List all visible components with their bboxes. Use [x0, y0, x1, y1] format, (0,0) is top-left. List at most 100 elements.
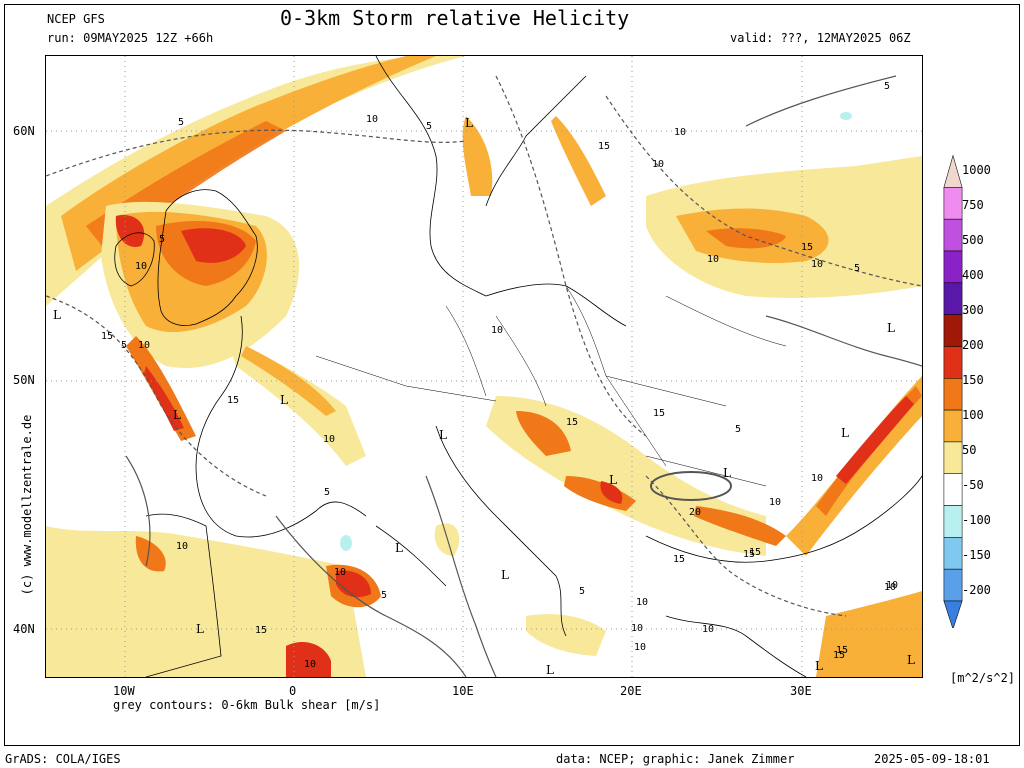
colorbar-segment: [943, 537, 963, 570]
low-marker: L: [815, 659, 823, 673]
contour-label: 10: [176, 541, 189, 552]
contour-label: 15: [801, 242, 814, 253]
contour-label: 20: [689, 507, 702, 518]
colorbar-segment: [943, 218, 963, 252]
colorbar-label: -50: [962, 478, 984, 492]
contour-label: 15: [673, 554, 686, 565]
contour-label: 10: [138, 340, 151, 351]
colorbar-label: 100: [962, 408, 984, 422]
colorbar: [943, 154, 963, 628]
contour-label: 15: [566, 417, 579, 428]
colorbar-segment: [943, 377, 963, 411]
low-marker: L: [196, 622, 204, 636]
helicity-shading: [46, 56, 922, 677]
low-marker: L: [841, 426, 849, 440]
lat-label: 50N: [13, 373, 35, 387]
graticule: [46, 56, 922, 677]
colorbar-units: [m^2/s^2]: [950, 671, 1016, 685]
contour-label: 10: [631, 623, 644, 634]
timestamp: 2025-05-09-18:01: [874, 752, 990, 766]
model-name: NCEP GFS: [47, 12, 105, 26]
contour-label: 10: [304, 659, 317, 670]
contour-label: 15: [255, 625, 268, 636]
borders: [315, 285, 787, 487]
contour-label: 5: [579, 586, 586, 597]
colorbar-segment: [943, 250, 963, 284]
coastlines: [114, 56, 922, 677]
contour-label: 10: [652, 159, 665, 170]
colorbar-segment: [943, 187, 963, 220]
contour-label: 10: [884, 582, 897, 593]
map-area[interactable]: L L L L L L L L L L L L L L L 5 10 5 15 …: [45, 55, 923, 678]
lon-label: 10W: [113, 684, 135, 698]
colorbar-label: 750: [962, 198, 984, 212]
map-title: 0-3km Storm relative Helicity: [280, 6, 630, 30]
colorbar-cap-top: [943, 154, 963, 188]
colorbar-segment: [943, 441, 963, 474]
contour-label: 15: [653, 408, 666, 419]
contour-label: 15: [743, 549, 756, 560]
contour-label: 15: [598, 141, 611, 152]
colorbar-segment: [943, 473, 963, 506]
contour-label: 15: [836, 645, 849, 656]
colorbar-segment: [943, 346, 963, 379]
contour-label: 5: [178, 117, 185, 128]
contour-label: 10: [769, 497, 782, 508]
lon-label: 10E: [452, 684, 474, 698]
low-marker: L: [439, 428, 447, 442]
colorbar-segment: [943, 568, 963, 602]
contour-label: 5: [121, 340, 128, 351]
contour-label: 10: [366, 114, 379, 125]
colorbar-cap-bottom: [943, 600, 963, 628]
lon-label: 20E: [620, 684, 642, 698]
map-canvas: [46, 56, 922, 677]
shear-contours: [46, 75, 922, 677]
colorbar-segment: [943, 409, 963, 443]
contour-label: 10: [702, 624, 715, 635]
contour-label: 5: [324, 487, 331, 498]
contour-label: 10: [491, 325, 504, 336]
contour-label: 15: [101, 331, 114, 342]
colorbar-segment: [943, 314, 963, 347]
colorbar-label: -100: [962, 513, 991, 527]
data-credit: data: NCEP; graphic: Janek Zimmer: [556, 752, 795, 766]
colorbar-segment: [943, 282, 963, 315]
contour-label: 10: [811, 259, 824, 270]
colorbar-label: 1000: [962, 163, 991, 177]
contour-label: 10: [707, 254, 720, 265]
lat-label: 40N: [13, 622, 35, 636]
low-marker: L: [546, 663, 554, 677]
lon-label: 0: [289, 684, 297, 698]
plot-frame: [4, 4, 1020, 746]
contour-label: 5: [854, 263, 861, 274]
colorbar-label: -150: [962, 548, 991, 562]
low-marker: L: [173, 408, 181, 422]
colorbar-label: 400: [962, 268, 984, 282]
contour-label: 15: [833, 650, 846, 661]
contour-label: 5: [735, 424, 742, 435]
low-marker: L: [280, 393, 288, 407]
colorbar-label: 200: [962, 338, 984, 352]
run-info: run: 09MAY2025 12Z +66h: [47, 31, 214, 45]
low-marker: L: [395, 541, 403, 555]
contour-label: 5: [884, 81, 891, 92]
lat-label: 60N: [13, 124, 35, 138]
contour-label: 10: [334, 567, 347, 578]
colorbar-segment: [943, 505, 963, 538]
contour-label: 5: [426, 121, 433, 132]
contour-label: 5: [381, 590, 388, 601]
contour-label: 10: [886, 580, 899, 591]
low-marker: L: [501, 568, 509, 582]
contour-label: 10: [323, 434, 336, 445]
colorbar-label: 500: [962, 233, 984, 247]
low-marker: L: [887, 321, 895, 335]
colorbar-label: 150: [962, 373, 984, 387]
low-marker: L: [53, 308, 61, 322]
watermark: (c) www.modellzentrale.de: [20, 414, 34, 596]
contour-note: grey contours: 0-6km Bulk shear [m/s]: [113, 698, 381, 712]
low-marker: L: [609, 473, 617, 487]
software-credit: GrADS: COLA/IGES: [5, 752, 121, 766]
contour-label: 10: [634, 642, 647, 653]
contour-label: 10: [674, 127, 687, 138]
contour-label: 15: [749, 547, 762, 558]
